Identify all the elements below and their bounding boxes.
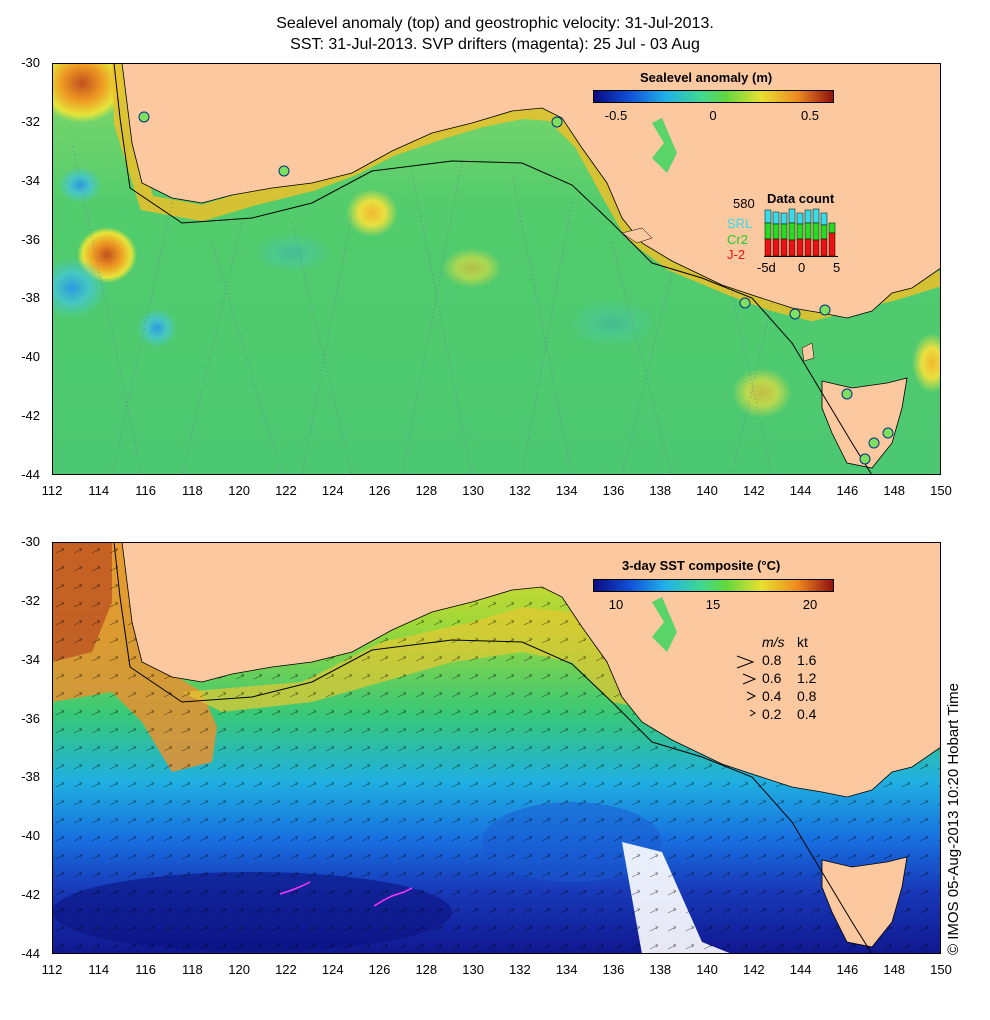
top-x-tick-label: 122 xyxy=(275,483,297,498)
data-count-x-pos: 5 xyxy=(833,260,841,275)
top-x-tick-label: 136 xyxy=(602,483,625,498)
top-x-tick-label: 114 xyxy=(88,483,110,498)
mission-srl: SRL xyxy=(727,216,753,231)
velocity-row-1-kt: 1.6 xyxy=(797,652,817,668)
velocity-row-4-ms: 0.2 xyxy=(762,706,782,722)
data-count-x-zero: 0 xyxy=(798,260,806,275)
bottom-x-tick-label: 148 xyxy=(883,962,906,977)
tide-gauge-markers xyxy=(138,111,894,465)
bottom-x-tick-label: 126 xyxy=(368,962,391,977)
velocity-legend-header-kt: kt xyxy=(797,634,808,650)
sst-map xyxy=(52,542,941,954)
bottom-x-tick-label: 116 xyxy=(135,962,156,977)
data-count-max: 580 xyxy=(733,196,755,211)
mission-cr2: Cr2 xyxy=(727,232,748,247)
bottom-y-tick-label: -36 xyxy=(21,710,40,726)
sst-colorbar-title: 3-day SST composite (°C) xyxy=(622,558,781,573)
land-australia-bottom xyxy=(121,542,941,798)
top-x-tick-label: 130 xyxy=(462,483,484,498)
top-y-tick-label: -36 xyxy=(21,231,40,247)
velocity-row-2-kt: 1.2 xyxy=(797,670,817,686)
bottom-x-tick-label: 118 xyxy=(181,962,203,977)
top-x-tick-label: 134 xyxy=(555,483,578,498)
sla-colorbar-label-neg: -0.5 xyxy=(604,108,628,123)
land-australia-top xyxy=(121,63,941,319)
bottom-y-tick-label: -40 xyxy=(21,828,40,844)
bottom-x-tick-label: 132 xyxy=(509,962,531,977)
bottom-x-tick-label: 136 xyxy=(602,962,625,977)
bottom-y-tick-label: -38 xyxy=(21,769,40,785)
bottom-x-tick-label: 120 xyxy=(228,962,250,977)
bottom-x-tick-label: 138 xyxy=(649,962,672,977)
credit-text: © IMOS 05-Aug-2013 10:20 Hobart Time xyxy=(945,682,962,955)
land-tasmania-bottom xyxy=(821,856,908,948)
sealevel-anomaly-map xyxy=(52,63,941,475)
figure-title-line2: SST: 31-Jul-2013. SVP drifters (magenta)… xyxy=(290,36,700,53)
top-x-tick-label: 140 xyxy=(696,483,718,498)
top-x-tick-label: 124 xyxy=(321,483,344,498)
top-x-tick-label: 126 xyxy=(368,483,391,498)
bottom-x-tick-label: 122 xyxy=(275,962,297,977)
bottom-x-tick-label: 112 xyxy=(41,962,63,977)
bottom-y-tick-label: -32 xyxy=(21,592,40,608)
top-y-tick-label: -44 xyxy=(21,467,40,482)
top-y-tick-label: -32 xyxy=(21,113,40,129)
top-x-tick-label: 116 xyxy=(135,483,156,498)
top-x-tick-label: 128 xyxy=(415,483,438,498)
data-count-title: Data count xyxy=(767,191,835,206)
sla-colorbar-title: Sealevel anomaly (m) xyxy=(640,70,773,85)
data-count-histogram xyxy=(764,208,838,257)
sst-colorbar-label-10: 10 xyxy=(608,597,624,612)
sst-colorbar-label-15: 15 xyxy=(705,597,721,612)
sla-colorbar-label-zero: 0 xyxy=(709,108,717,123)
top-x-tick-label: 132 xyxy=(509,483,531,498)
top-y-tick-label: -38 xyxy=(21,290,40,306)
bottom-y-tick-label: -44 xyxy=(21,946,40,961)
bottom-y-tick-label: -30 xyxy=(21,534,40,549)
sla-eddies xyxy=(52,63,941,418)
bottom-x-tick-label: 114 xyxy=(88,962,110,977)
land-tasmania-top xyxy=(821,377,908,469)
sst-colorbar-label-20: 20 xyxy=(802,597,818,612)
top-x-tick-label: 138 xyxy=(649,483,672,498)
bottom-x-tick-label: 146 xyxy=(836,962,859,977)
top-x-tick-label: 146 xyxy=(836,483,859,498)
bottom-x-tick-label: 144 xyxy=(789,962,812,977)
altimeter-tracks xyxy=(71,142,773,475)
bottom-x-tick-label: 130 xyxy=(462,962,484,977)
top-x-tick-label: 144 xyxy=(789,483,812,498)
velocity-row-3-kt: 0.8 xyxy=(797,688,817,704)
sla-colorbar-label-pos: 0.5 xyxy=(800,108,820,123)
svp-drifter-tracks xyxy=(279,881,413,907)
data-count-x-neg: -5d xyxy=(757,260,776,275)
bottom-x-tick-label: 150 xyxy=(930,962,952,977)
bottom-y-tick-label: -42 xyxy=(21,887,40,903)
bottom-y-tick-label: -34 xyxy=(21,651,40,667)
bottom-x-tick-label: 140 xyxy=(696,962,718,977)
velocity-legend-arrows xyxy=(736,655,757,717)
top-y-tick-label: -30 xyxy=(21,55,40,70)
top-y-tick-label: -34 xyxy=(21,172,40,188)
velocity-row-2-ms: 0.6 xyxy=(762,670,782,686)
top-x-tick-label: 150 xyxy=(930,483,952,498)
top-y-tick-label: -40 xyxy=(21,349,40,365)
velocity-row-1-ms: 0.8 xyxy=(762,652,782,668)
top-x-tick-label: 148 xyxy=(883,483,906,498)
top-x-tick-label: 120 xyxy=(228,483,250,498)
velocity-row-3-ms: 0.4 xyxy=(762,688,782,704)
mission-j2: J-2 xyxy=(727,247,746,262)
sst-colorbar xyxy=(593,579,834,592)
figure-title-line1: Sealevel anomaly (top) and geostrophic v… xyxy=(276,15,714,32)
top-x-tick-label: 118 xyxy=(181,483,203,498)
velocity-row-4-kt: 0.4 xyxy=(797,706,817,722)
bottom-x-tick-label: 124 xyxy=(321,962,344,977)
sla-colorbar xyxy=(593,90,834,103)
velocity-legend-header-ms: m/s xyxy=(762,634,785,650)
top-y-tick-label: -42 xyxy=(21,408,40,424)
top-x-tick-label: 142 xyxy=(742,483,765,498)
bottom-x-tick-label: 142 xyxy=(742,962,765,977)
bottom-x-tick-label: 134 xyxy=(555,962,578,977)
bottom-x-tick-label: 128 xyxy=(415,962,438,977)
top-x-tick-label: 112 xyxy=(41,483,63,498)
